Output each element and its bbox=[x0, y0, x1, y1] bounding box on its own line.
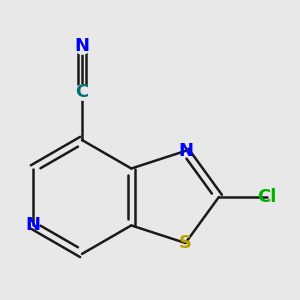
Text: C: C bbox=[75, 82, 88, 100]
Text: N: N bbox=[74, 37, 89, 55]
Text: N: N bbox=[178, 142, 193, 160]
Text: Cl: Cl bbox=[258, 188, 277, 206]
Text: S: S bbox=[179, 234, 192, 252]
Text: N: N bbox=[25, 216, 40, 234]
